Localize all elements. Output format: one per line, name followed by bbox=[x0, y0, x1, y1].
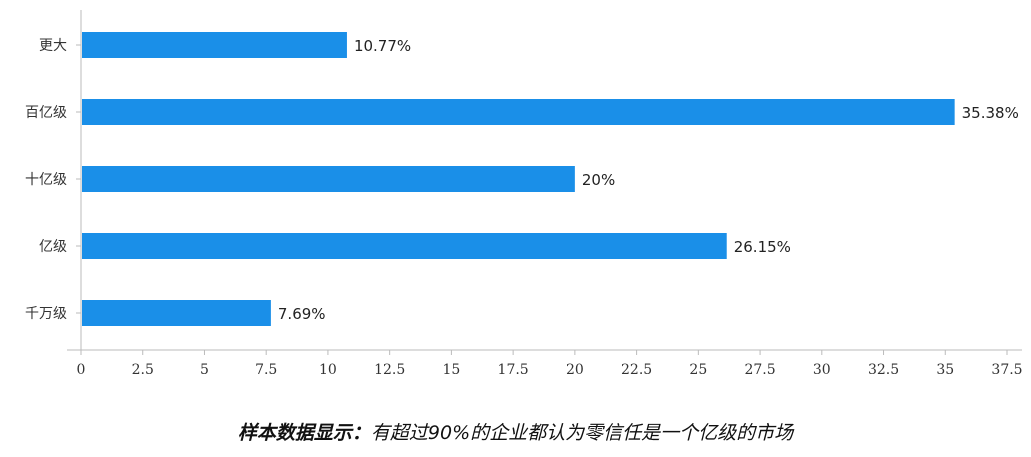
data-labels: 10.77% 35.38% 20% 26.15% 7.69% bbox=[278, 37, 1019, 323]
bar bbox=[82, 300, 271, 326]
x-tick-label: 35 bbox=[936, 362, 954, 378]
category-label: 百亿级 bbox=[25, 105, 67, 121]
data-label: 26.15% bbox=[734, 238, 791, 256]
caption-lead: 样本数据显示： bbox=[237, 422, 371, 444]
data-label: 7.69% bbox=[278, 305, 326, 323]
x-tick-label: 37.5 bbox=[991, 362, 1022, 378]
x-tick-label: 2.5 bbox=[132, 362, 154, 378]
category-label: 更大 bbox=[39, 38, 67, 54]
bar bbox=[82, 32, 347, 58]
x-tick-label: 12.5 bbox=[374, 362, 405, 378]
x-tick-label: 30 bbox=[813, 362, 831, 378]
bar bbox=[82, 166, 575, 192]
bar bbox=[82, 233, 727, 259]
category-label: 亿级 bbox=[39, 239, 67, 255]
x-tick-label: 22.5 bbox=[621, 362, 652, 378]
category-label: 十亿级 bbox=[25, 172, 67, 188]
x-tick-label: 7.5 bbox=[255, 362, 277, 378]
data-label: 20% bbox=[582, 171, 615, 189]
x-tick-label: 5 bbox=[200, 362, 209, 378]
x-tick-label: 20 bbox=[566, 362, 584, 378]
x-tick-label: 15 bbox=[442, 362, 460, 378]
x-tick-labels: 0 2.5 5 7.5 10 12.5 15 17.5 20 22.5 25 27.5 30 32.5 35… bbox=[77, 362, 1023, 378]
caption-text: 有超过90%的企业都认为零信任是一个亿级的市场 bbox=[370, 422, 794, 444]
bar bbox=[82, 99, 955, 125]
chart-bars bbox=[82, 32, 955, 326]
data-label: 35.38% bbox=[962, 104, 1019, 122]
chart-axes bbox=[67, 10, 1022, 355]
x-tick-label: 17.5 bbox=[498, 362, 529, 378]
x-tick-label: 32.5 bbox=[868, 362, 899, 378]
x-tick-label: 0 bbox=[77, 362, 86, 378]
chart-caption: 样本数据显示：有超过90%的企业都认为零信任是一个亿级的市场 bbox=[0, 418, 1031, 445]
data-label: 10.77% bbox=[354, 37, 411, 55]
category-label: 千万级 bbox=[25, 306, 67, 322]
x-tick-label: 27.5 bbox=[744, 362, 775, 378]
x-tick-label: 10 bbox=[319, 362, 337, 378]
x-tick-label: 25 bbox=[689, 362, 707, 378]
